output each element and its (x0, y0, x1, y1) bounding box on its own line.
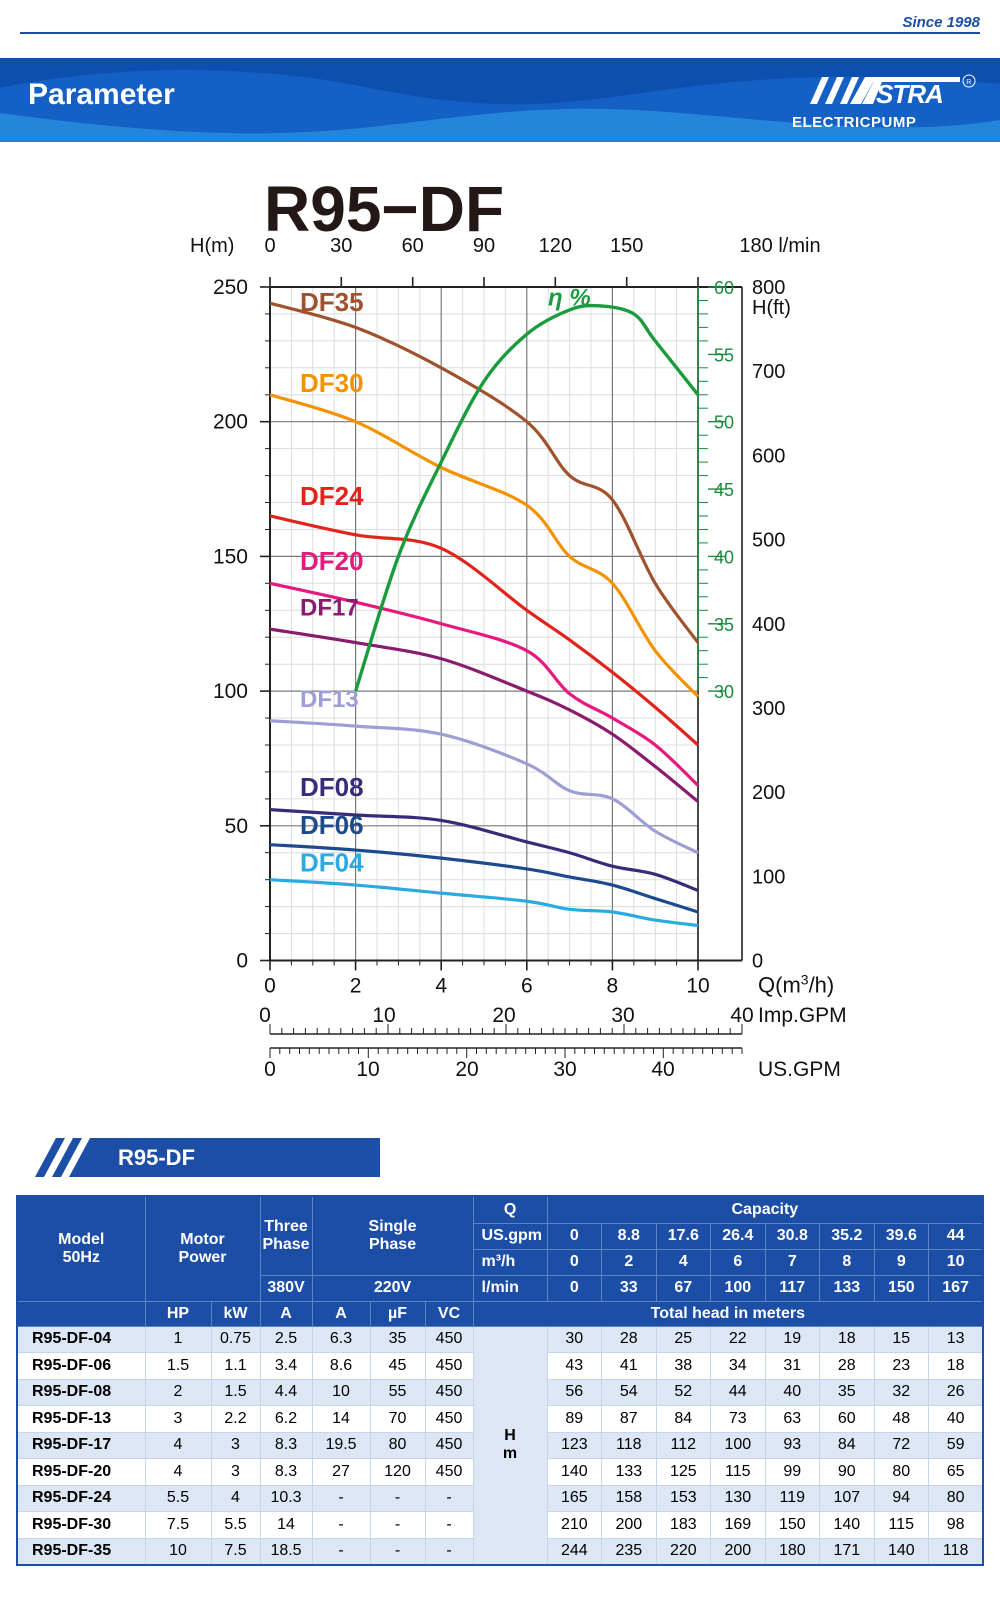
svg-text:DF06: DF06 (300, 810, 364, 840)
svg-text:60: 60 (714, 278, 734, 298)
svg-text:2: 2 (350, 975, 362, 998)
svg-text:120: 120 (539, 235, 572, 257)
svg-text:0: 0 (264, 1058, 276, 1081)
svg-text:150: 150 (610, 235, 643, 257)
svg-text:250: 250 (213, 276, 248, 299)
svg-text:300: 300 (752, 698, 785, 720)
svg-text:20: 20 (455, 1058, 478, 1081)
svg-text:60: 60 (402, 235, 424, 257)
svg-text:0: 0 (264, 235, 275, 257)
svg-text:200: 200 (752, 782, 785, 804)
svg-text:150: 150 (213, 545, 248, 568)
svg-text:55: 55 (714, 345, 734, 365)
svg-text:0: 0 (236, 950, 248, 973)
svg-text:DF17: DF17 (300, 595, 359, 622)
svg-text:H(m): H(m) (190, 235, 234, 257)
svg-text:90: 90 (473, 235, 495, 257)
svg-text:0: 0 (259, 1004, 271, 1027)
svg-text:Q(m3/h): Q(m3/h) (758, 972, 834, 998)
svg-text:30: 30 (714, 682, 734, 702)
svg-text:30: 30 (330, 235, 352, 257)
svg-text:US.GPM: US.GPM (758, 1058, 841, 1081)
svg-text:0: 0 (264, 975, 276, 998)
svg-text:η %: η % (548, 285, 591, 312)
svg-text:DF13: DF13 (300, 686, 359, 713)
svg-text:0: 0 (752, 951, 763, 973)
svg-text:45: 45 (714, 480, 734, 500)
svg-text:100: 100 (213, 680, 248, 703)
svg-text:10: 10 (372, 1004, 395, 1027)
svg-text:20: 20 (492, 1004, 515, 1027)
svg-text:100: 100 (752, 866, 785, 888)
svg-text:35: 35 (714, 615, 734, 635)
svg-text:6: 6 (521, 975, 533, 998)
svg-text:200: 200 (213, 411, 248, 434)
svg-text:800: 800 (752, 277, 785, 299)
svg-text:H(ft): H(ft) (752, 297, 791, 319)
svg-text:DF20: DF20 (300, 546, 364, 576)
svg-text:50: 50 (225, 815, 248, 838)
svg-text:DF35: DF35 (300, 287, 364, 317)
svg-text:180 l/min: 180 l/min (739, 235, 820, 257)
svg-text:600: 600 (752, 445, 785, 467)
svg-text:40: 40 (714, 547, 734, 567)
svg-text:40: 40 (651, 1058, 674, 1081)
svg-text:30: 30 (611, 1004, 634, 1027)
svg-text:DF04: DF04 (300, 848, 364, 878)
svg-text:DF30: DF30 (300, 368, 364, 398)
svg-text:400: 400 (752, 614, 785, 636)
svg-text:700: 700 (752, 361, 785, 383)
svg-text:DF08: DF08 (300, 772, 364, 802)
svg-text:10: 10 (686, 975, 709, 998)
svg-text:40: 40 (730, 1004, 753, 1027)
svg-text:30: 30 (553, 1058, 576, 1081)
svg-text:10: 10 (356, 1058, 379, 1081)
svg-text:8: 8 (607, 975, 619, 998)
svg-text:DF24: DF24 (300, 481, 364, 511)
svg-text:500: 500 (752, 530, 785, 552)
svg-text:50: 50 (714, 413, 734, 433)
svg-text:R95-DF: R95-DF (118, 1145, 195, 1170)
svg-text:Imp.GPM: Imp.GPM (758, 1004, 847, 1027)
svg-text:4: 4 (435, 975, 447, 998)
